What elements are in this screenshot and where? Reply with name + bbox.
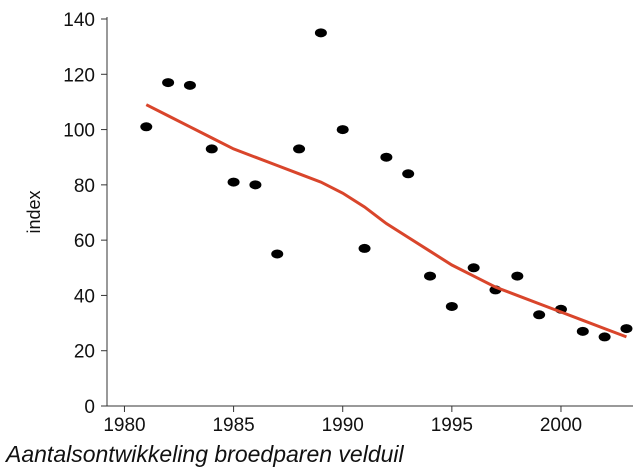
data-point (314, 28, 327, 38)
data-point (293, 144, 306, 154)
data-point (402, 169, 415, 179)
data-point (511, 271, 524, 281)
data-point (445, 301, 458, 311)
x-tick-label: 2000 (540, 415, 582, 436)
data-point (424, 271, 437, 281)
data-point (183, 80, 196, 90)
y-tick-label: 0 (84, 397, 95, 418)
y-tick-label: 60 (74, 231, 95, 252)
x-tick-label: 1995 (431, 415, 473, 436)
data-point (271, 249, 284, 259)
data-point (227, 177, 240, 187)
y-tick-label: 80 (74, 176, 95, 197)
data-point (598, 332, 611, 342)
trend-line (145, 103, 627, 339)
y-tick-label: 140 (63, 10, 95, 31)
x-tick-label: 1990 (322, 415, 364, 436)
data-point (205, 144, 218, 154)
data-point (249, 180, 262, 190)
data-point (358, 243, 371, 253)
data-point (140, 122, 153, 132)
x-tick-label: 1985 (212, 415, 254, 436)
caption: Aantalsontwikkeling broedparen velduil (4, 441, 405, 467)
data-point (467, 263, 480, 273)
y-tick-label: 100 (63, 121, 95, 142)
data-point (533, 310, 546, 320)
data-point (162, 78, 175, 88)
x-tick-label: 1980 (103, 415, 145, 436)
y-tick-label: 120 (63, 65, 95, 86)
y-tick-label: 40 (74, 286, 95, 307)
data-point (576, 326, 589, 336)
y-tick-label: 20 (74, 342, 95, 363)
data-point (336, 125, 349, 135)
data-point (620, 324, 633, 334)
y-axis-label: index (24, 190, 44, 233)
data-point (380, 152, 393, 162)
